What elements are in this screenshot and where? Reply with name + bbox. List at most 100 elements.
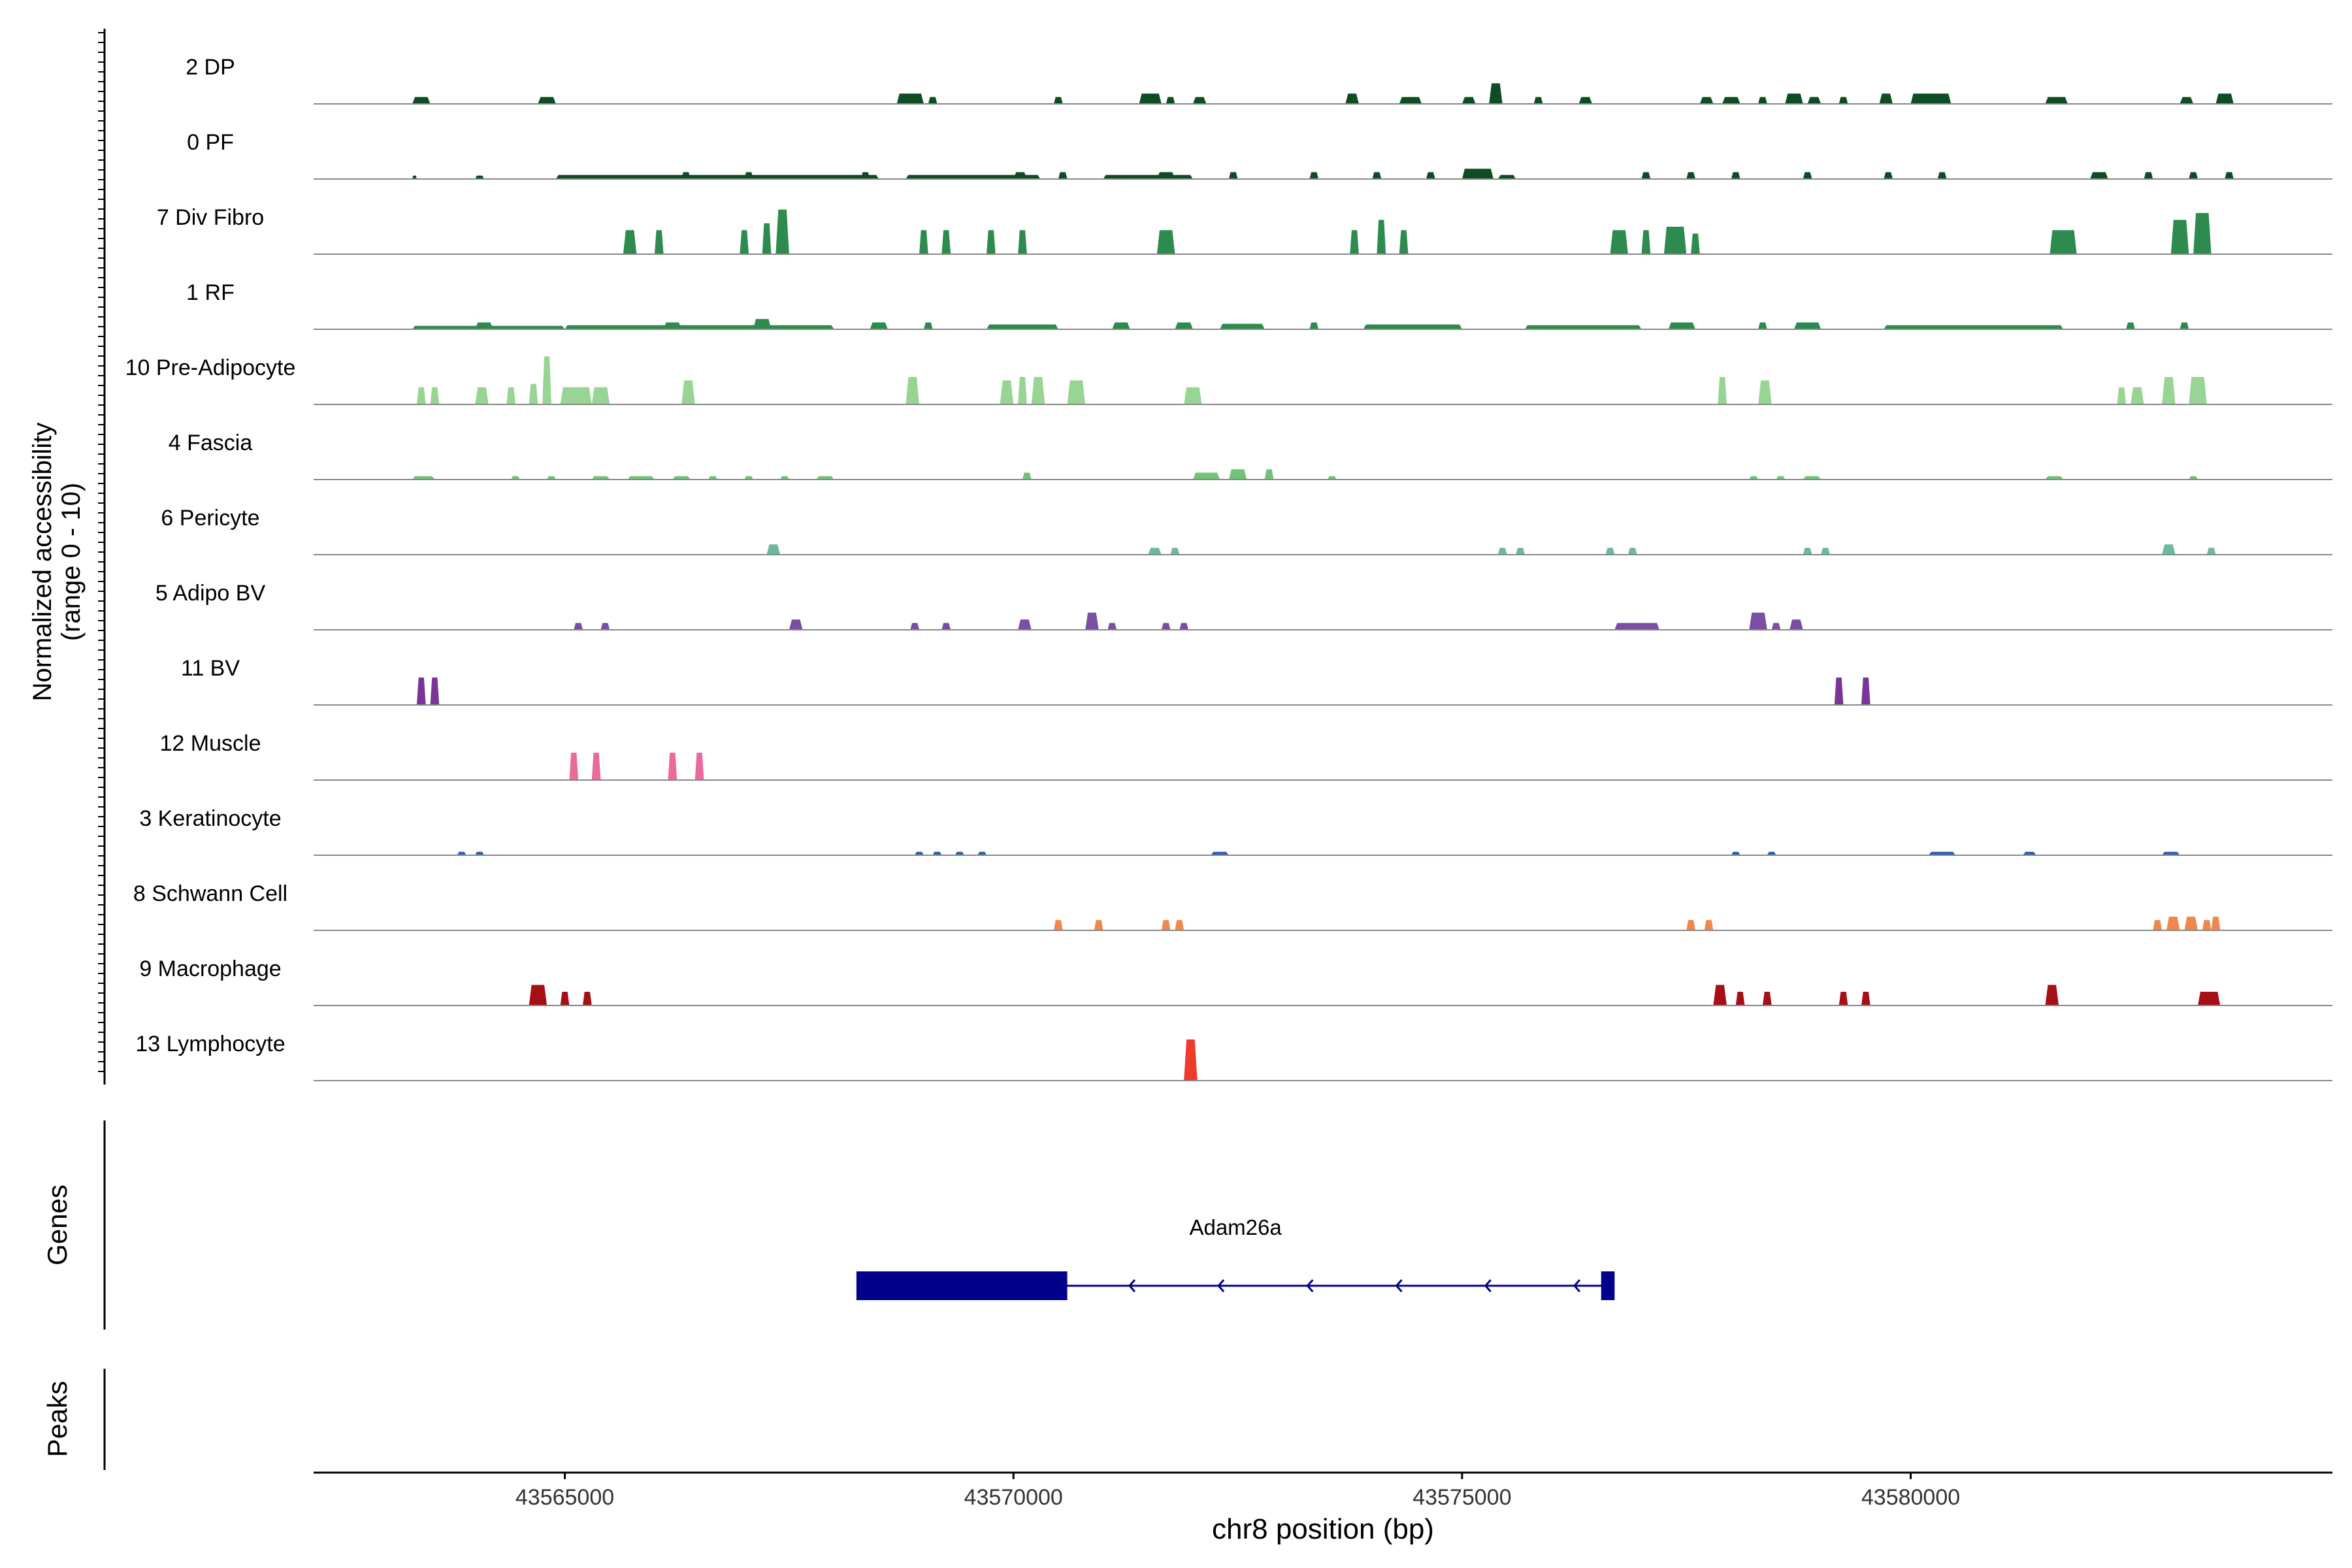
accessibility-peak <box>1821 547 1830 555</box>
accessibility-peak <box>1179 623 1188 630</box>
accessibility-peak <box>1228 469 1247 480</box>
accessibility-peak <box>672 476 691 480</box>
accessibility-peak <box>654 230 664 254</box>
accessibility-peak <box>2198 992 2221 1005</box>
accessibility-peak <box>1228 172 1238 179</box>
gene-exon <box>856 1271 1068 1300</box>
accessibility-peak <box>816 476 834 480</box>
accessibility-peak <box>987 324 1058 329</box>
accessibility-peak <box>1771 623 1781 630</box>
accessibility-peak <box>1731 851 1740 855</box>
accessibility-peak <box>1363 324 1462 329</box>
accessibility-peak <box>457 851 466 855</box>
accessibility-peak <box>1776 476 1786 480</box>
accessibility-peak <box>870 322 888 329</box>
track: 7 Div Fibro <box>157 205 2332 255</box>
accessibility-peak <box>1884 172 1893 179</box>
accessibility-peak <box>542 356 551 404</box>
track-label: 9 Macrophage <box>139 956 281 981</box>
accessibility-peak <box>1264 469 1274 480</box>
accessibility-peak <box>2189 172 2198 179</box>
accessibility-peak <box>1031 377 1045 404</box>
accessibility-peak <box>591 753 601 780</box>
accessibility-peak <box>627 476 655 480</box>
accessibility-peak <box>1054 97 1063 104</box>
accessibility-peak <box>1112 322 1130 329</box>
accessibility-peak <box>2206 547 2216 555</box>
gene-name-label: Adam26a <box>1189 1215 1282 1239</box>
genes-panel-label: Genes <box>42 1184 73 1266</box>
accessibility-peak <box>1758 380 1772 404</box>
y-axis-title-line1: Normalized accessibility <box>28 423 57 702</box>
accessibility-peak <box>1309 322 1319 329</box>
accessibility-peak <box>2189 377 2207 404</box>
track-label: 6 Pericyte <box>161 506 259 531</box>
accessibility-peak <box>1161 623 1171 630</box>
accessibility-peak <box>2162 377 2176 404</box>
accessibility-peak <box>1533 97 1543 104</box>
track: 0 PF <box>187 130 2332 180</box>
accessibility-peak <box>1022 472 1032 480</box>
accessibility-peak <box>1910 93 1952 104</box>
accessibility-peak <box>1497 174 1516 179</box>
track: 8 Schwann Cell <box>133 881 2332 931</box>
accessibility-peak <box>574 623 583 630</box>
accessibility-peak <box>1614 623 1659 630</box>
accessibility-peak <box>1085 612 1099 630</box>
track: 11 BV <box>181 656 2332 706</box>
accessibility-peak <box>2045 476 2063 480</box>
accessibility-peak <box>623 230 637 254</box>
accessibility-peak <box>1578 97 1592 104</box>
accessibility-peak <box>1879 93 1893 104</box>
track: 6 Pericyte <box>161 506 2332 555</box>
strand-arrow <box>1484 1279 1492 1292</box>
accessibility-peak <box>1794 322 1821 329</box>
accessibility-peak <box>529 985 547 1005</box>
accessibility-peak <box>1094 920 1103 930</box>
track: 9 Macrophage <box>139 956 2332 1006</box>
accessibility-peak <box>977 851 987 855</box>
accessibility-peak <box>2202 920 2212 930</box>
track-label: 1 RF <box>186 280 235 305</box>
accessibility-peak <box>1937 172 1947 179</box>
accessibility-peak <box>416 678 426 705</box>
accessibility-peak <box>1399 230 1409 254</box>
accessibility-peak <box>475 387 489 404</box>
track-label: 4 Fascia <box>169 431 253 455</box>
accessibility-peak <box>1184 1039 1198 1081</box>
accessibility-peak <box>1013 172 1027 179</box>
accessibility-peak <box>928 97 938 104</box>
accessibility-peak <box>1161 920 1171 930</box>
accessibility-peak <box>1861 992 1870 1005</box>
accessibility-peak <box>1803 476 1821 480</box>
accessibility-peak <box>1610 230 1628 254</box>
accessibility-peak <box>430 678 440 705</box>
accessibility-peak <box>1713 985 1727 1005</box>
accessibility-peak <box>906 174 1041 179</box>
accessibility-peak <box>475 322 493 329</box>
accessibility-peak <box>1139 93 1162 104</box>
accessibility-peak <box>1838 992 1848 1005</box>
accessibility-peak <box>591 476 610 480</box>
track: 3 Keratinocyte <box>139 806 2332 856</box>
accessibility-peak <box>1377 220 1386 254</box>
y-axis-ticks <box>98 32 105 1072</box>
accessibility-peak <box>1170 547 1180 555</box>
accessibility-peak <box>1516 547 1525 555</box>
accessibility-peak <box>1462 97 1476 104</box>
strand-arrow <box>1217 1279 1225 1292</box>
accessibility-peak <box>591 387 610 404</box>
accessibility-peak <box>1175 322 1193 329</box>
track: 1 RF <box>186 280 2332 330</box>
gene-annotation: Adam26a <box>856 1215 1615 1300</box>
accessibility-peak <box>955 851 964 855</box>
accessibility-peak <box>1834 678 1844 705</box>
peaks-panel-label: Peaks <box>42 1381 73 1458</box>
track: 4 Fascia <box>169 431 2332 480</box>
accessibility-peak <box>776 209 789 254</box>
accessibility-peak <box>1663 227 1687 254</box>
x-axis-title: chr8 position (bp) <box>1212 1513 1434 1545</box>
accessibility-peak <box>1156 230 1175 254</box>
accessibility-peak <box>1749 612 1767 630</box>
accessibility-peak <box>1691 233 1700 254</box>
